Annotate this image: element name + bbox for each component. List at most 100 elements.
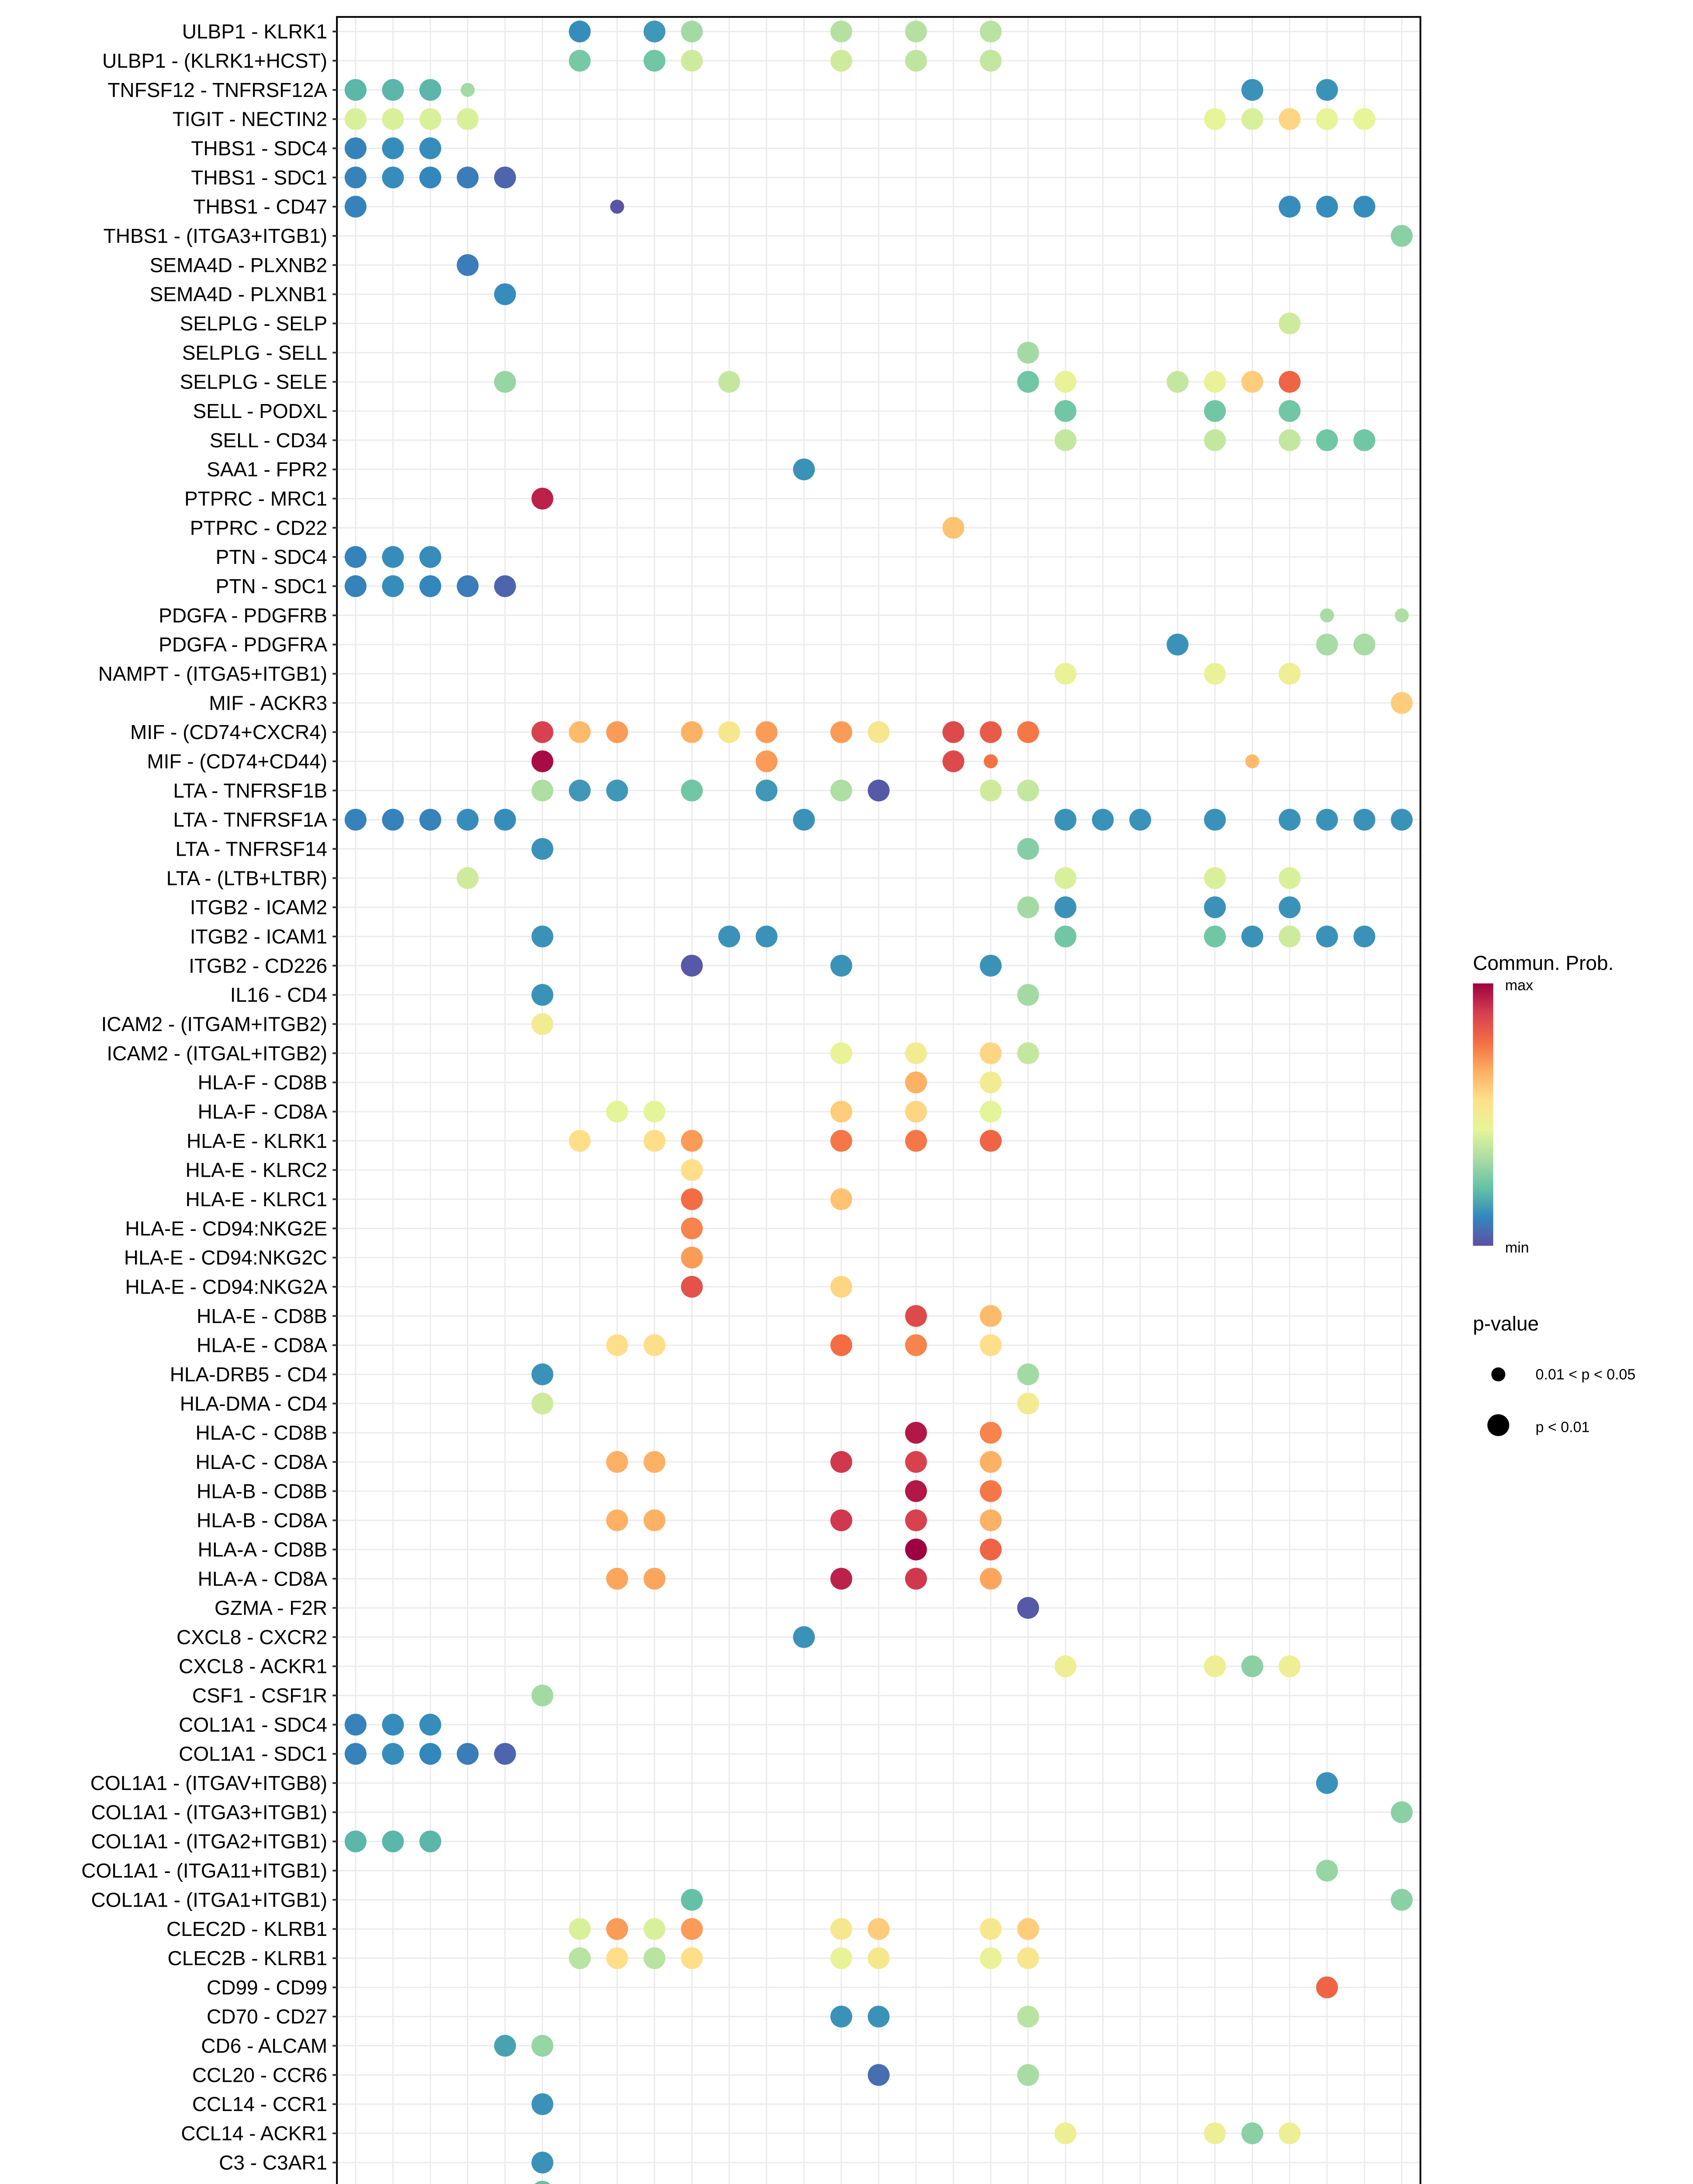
data-point <box>830 2005 852 2028</box>
data-point <box>531 779 554 802</box>
data-point <box>382 108 404 130</box>
data-point <box>531 750 554 772</box>
data-point <box>1241 108 1264 130</box>
data-point <box>681 1947 703 1970</box>
data-point <box>1241 1655 1264 1677</box>
y-tick-label: HLA-E - KLRK1 <box>187 1130 327 1152</box>
data-point <box>1017 838 1039 860</box>
data-point <box>644 1451 666 1473</box>
data-point <box>344 1714 367 1736</box>
data-point <box>1278 429 1301 451</box>
data-point <box>568 49 591 72</box>
y-tick-label: PTN - SDC4 <box>216 546 328 568</box>
data-point <box>681 1217 703 1240</box>
data-point <box>980 1100 1002 1123</box>
data-point <box>382 166 404 189</box>
data-point <box>1017 1042 1039 1064</box>
y-tick-label: PTPRC - MRC1 <box>184 487 327 510</box>
data-point <box>344 546 367 568</box>
data-point <box>755 779 778 802</box>
color-legend: Commun. Prob. max min <box>1473 951 1613 1256</box>
data-point <box>681 1247 703 1269</box>
data-point <box>494 166 516 189</box>
data-point <box>1391 1801 1413 1823</box>
data-point <box>344 108 367 130</box>
y-tick-label: CCL14 - ACKR1 <box>181 2122 327 2145</box>
data-point <box>1017 896 1039 919</box>
data-point <box>419 1830 441 1852</box>
data-point <box>606 1947 628 1970</box>
data-point <box>980 1480 1002 1502</box>
y-tick-label: HLA-DMA - CD4 <box>180 1392 327 1415</box>
y-tick-label: HLA-C - CD8A <box>196 1451 328 1473</box>
data-point <box>419 575 441 597</box>
y-tick-label: COL1A1 - (ITGA11+ITGB1) <box>81 1859 327 1882</box>
size-legend-dot-large <box>1487 1414 1510 1436</box>
y-tick-label: HLA-B - CD8A <box>197 1509 327 1532</box>
data-point <box>531 838 554 860</box>
color-legend-title: Commun. Prob. <box>1473 951 1613 974</box>
data-point <box>1017 2064 1039 2086</box>
data-point <box>980 1947 1002 1970</box>
y-tick-label: HLA-E - KLRC2 <box>185 1159 327 1182</box>
size-legend-label-small: 0.01 < p < 0.05 <box>1536 1366 1636 1383</box>
data-point <box>1017 721 1039 743</box>
grid-lines <box>337 17 1421 2184</box>
data-point <box>942 750 965 772</box>
data-point <box>494 809 516 831</box>
data-point <box>494 283 516 305</box>
data-point <box>419 79 441 101</box>
y-tick-label: LTA - TNFRSF1A <box>173 809 327 831</box>
data-point <box>1316 809 1338 831</box>
data-point <box>457 254 479 276</box>
data-point <box>980 721 1002 743</box>
data-point <box>983 754 998 768</box>
data-point <box>344 79 367 101</box>
data-point <box>980 954 1002 977</box>
data-point <box>905 1071 927 1094</box>
data-point <box>382 137 404 159</box>
data-point <box>419 137 441 159</box>
data-point <box>1278 663 1301 685</box>
data-point <box>830 1188 852 1210</box>
data-point <box>1167 371 1189 393</box>
data-point <box>1316 1772 1338 1794</box>
y-axis: ULBP1 - KLRK1 ULBP1 - (KLRK1+HCST) TNFSF12… <box>81 20 337 2184</box>
data-point <box>681 954 703 977</box>
data-point <box>1054 2122 1077 2145</box>
data-point <box>905 21 927 43</box>
y-tick-label: GZMA - F2R <box>215 1597 327 1619</box>
y-tick-label: HLA-DRB5 - CD4 <box>170 1363 327 1386</box>
data-point <box>1167 633 1189 656</box>
y-tick-label: ICAM2 - (ITGAM+ITGB2) <box>101 1013 328 1035</box>
data-point <box>606 1509 628 1531</box>
data-point <box>644 1568 666 1590</box>
data-point <box>1204 867 1226 889</box>
data-point <box>1278 1655 1301 1677</box>
data-point <box>1316 925 1338 947</box>
data-point <box>419 809 441 831</box>
data-point <box>344 1830 367 1852</box>
data-point <box>681 49 703 72</box>
data-point <box>681 779 703 802</box>
y-tick-label: SAA1 - FPR2 <box>207 458 327 481</box>
data-point <box>457 108 479 130</box>
data-point <box>830 1947 852 1970</box>
data-point <box>1017 984 1039 1006</box>
data-point <box>1017 1597 1039 1619</box>
data-point <box>1241 371 1264 393</box>
data-point <box>382 79 404 101</box>
data-point <box>1054 867 1077 889</box>
data-point <box>382 809 404 831</box>
data-point <box>419 1743 441 1765</box>
data-point <box>1316 108 1338 130</box>
data-point <box>905 1509 927 1531</box>
data-point <box>344 166 367 189</box>
y-tick-label: LTA - (LTB+LTBR) <box>166 867 328 889</box>
data-point <box>1353 196 1375 218</box>
data-point <box>1278 400 1301 422</box>
data-point <box>568 1918 591 1940</box>
data-point <box>1316 1976 1338 1998</box>
data-point <box>1278 108 1301 130</box>
y-tick-label: ULBP1 - KLRK1 <box>182 20 327 43</box>
